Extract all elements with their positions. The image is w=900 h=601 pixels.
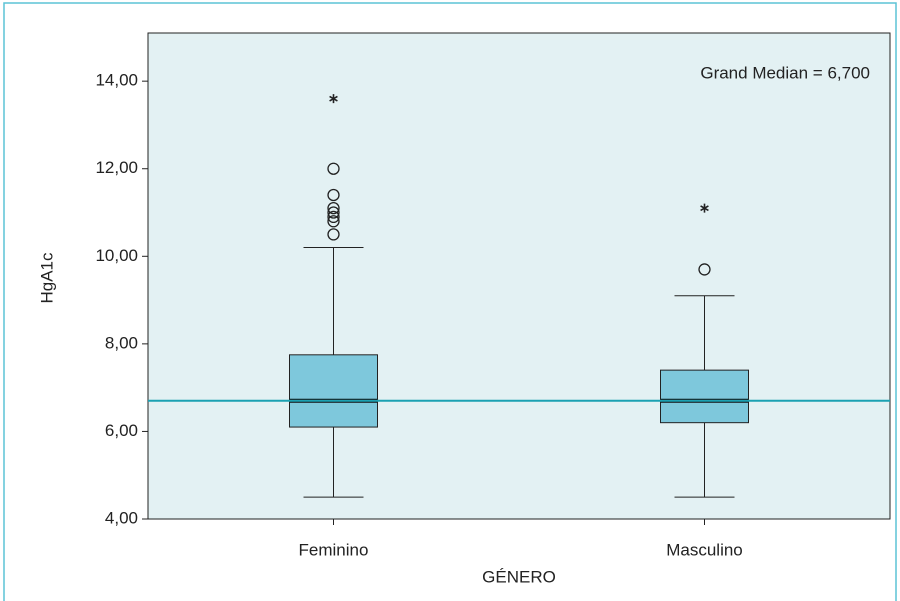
y-tick-label: 14,00: [95, 71, 138, 90]
y-tick-label: 12,00: [95, 158, 138, 177]
extreme: [329, 94, 338, 104]
outlier: [327, 201, 340, 215]
x-axis-label: GÉNERO: [482, 567, 556, 586]
outlier: [327, 210, 340, 224]
x-tick-label: Masculino: [666, 540, 743, 559]
extreme: [700, 203, 709, 213]
outlier: [327, 188, 340, 202]
y-axis-label: HgA1c: [37, 252, 56, 304]
y-tick-label: 6,00: [105, 421, 138, 440]
box: [660, 369, 749, 424]
y-tick-label: 10,00: [95, 246, 138, 265]
y-tick-label: 8,00: [105, 333, 138, 352]
x-tick-label: Feminino: [299, 540, 369, 559]
outlier: [327, 228, 340, 241]
outlier: [327, 206, 340, 219]
outlier: [698, 263, 711, 276]
annotation: Grand Median = 6,700: [700, 63, 870, 82]
frame: [3, 2, 897, 601]
plot-area: [147, 32, 891, 520]
outlier: [327, 215, 340, 228]
box: [289, 354, 378, 428]
outlier: [327, 162, 340, 175]
y-tick-label: 4,00: [105, 508, 138, 527]
